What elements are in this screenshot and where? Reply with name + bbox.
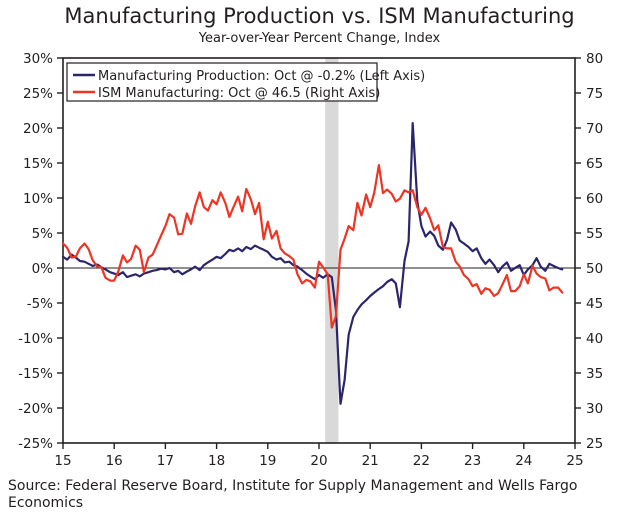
left-axis-tick-label: -5% — [27, 296, 53, 312]
x-axis-tick-label: 17 — [157, 453, 174, 469]
x-axis-tick-label: 15 — [54, 453, 71, 469]
left-axis-tick-label: 15% — [23, 156, 53, 172]
plot-area: 30% 25% 20% 15% 10% 5% 0% -5% -10% -15% -20% -25% 80… — [18, 51, 603, 469]
left-axis-tick-label: 10% — [23, 191, 53, 207]
left-axis-tick-label: -25% — [18, 436, 53, 452]
legend-label-1: Manufacturing Production: Oct @ -0.2% (L… — [98, 69, 425, 84]
series-line-2 — [61, 164, 564, 329]
x-axis-tick-label: 16 — [106, 453, 123, 469]
right-axis-tick-label: 80 — [586, 51, 603, 67]
left-axis-tick-label: 25% — [23, 86, 53, 102]
right-axis-tick-label: 60 — [586, 191, 603, 207]
right-axis-tick-label: 40 — [586, 331, 603, 347]
left-axis-tick-label: 30% — [23, 51, 53, 67]
x-axis-tick-label: 25 — [566, 453, 583, 469]
left-axis-tick-label: 0% — [32, 261, 54, 277]
left-axis-tick-label: -15% — [18, 366, 53, 382]
right-axis-tick-label: 30 — [586, 401, 603, 417]
right-axis-tick-label: 55 — [586, 226, 603, 242]
chart-title: Manufacturing Production vs. ISM Manufac… — [64, 4, 575, 28]
right-axis-tick-label: 75 — [586, 86, 603, 102]
legend-box — [66, 62, 378, 102]
x-axis-tick-label: 21 — [362, 453, 379, 469]
legend-label-2: ISM Manufacturing: Oct @ 46.5 (Right Axi… — [98, 86, 380, 101]
right-axis-tick-label: 45 — [586, 296, 603, 312]
x-axis-tick-label: 23 — [464, 453, 481, 469]
right-axis-tick-label: 70 — [586, 121, 603, 137]
left-axis-tick-label: 20% — [23, 121, 53, 137]
right-axis-tick-label: 25 — [586, 436, 603, 452]
x-axis-tick-label: 18 — [208, 453, 225, 469]
right-axis-tick-label: 35 — [586, 366, 603, 382]
chart-subtitle: Year-over-Year Percent Change, Index — [198, 31, 441, 46]
right-axis-tick-label: 65 — [586, 156, 603, 172]
series-line-1 — [61, 122, 564, 405]
x-axis-tick-label: 22 — [413, 453, 430, 469]
source-note: Source: Federal Reserve Board, Institute… — [8, 478, 578, 511]
left-axis-tick-label: -20% — [18, 401, 53, 417]
left-axis-tick-label: -10% — [18, 331, 53, 347]
right-axis-tick-label: 50 — [586, 261, 603, 277]
left-axis-tick-label: 5% — [32, 226, 54, 242]
x-axis-tick-label: 24 — [515, 453, 532, 469]
x-axis-tick-label: 20 — [310, 453, 327, 469]
x-axis-tick-label: 19 — [259, 453, 276, 469]
recession-band — [325, 58, 339, 443]
